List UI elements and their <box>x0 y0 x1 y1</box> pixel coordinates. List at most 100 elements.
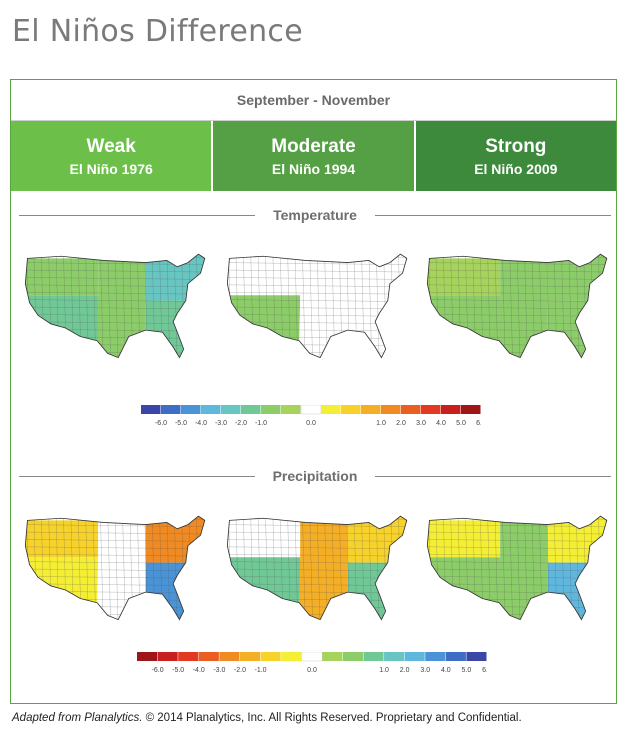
precipitation-region-sw <box>227 557 301 603</box>
precipitation-region-nw <box>25 520 99 558</box>
county-border <box>427 277 607 280</box>
us-outline <box>226 515 408 621</box>
precipitation-region-nw <box>227 520 301 558</box>
precipitation-colorbar-swatch <box>363 652 384 661</box>
temperature-colorbar-swatch <box>281 405 301 414</box>
temperature-colorbar-tick: -5.0 <box>175 420 187 427</box>
divider <box>375 476 611 477</box>
precipitation-header: Precipitation <box>19 468 611 484</box>
county-border <box>203 516 205 620</box>
temperature-colorbar-swatch <box>441 405 461 414</box>
county-border <box>221 510 411 512</box>
temperature-colorbar-tick: -6.0 <box>155 420 167 427</box>
precipitation-colorbar-tick: 0.0 <box>307 667 317 674</box>
temperature-colorbar-swatch <box>181 405 201 414</box>
temperature-colorbar-swatch <box>241 405 261 414</box>
temperature-region-sw <box>427 295 501 341</box>
county-border <box>19 510 209 512</box>
county-border <box>421 366 611 368</box>
temperature-colorbar-tick: -4.0 <box>195 420 207 427</box>
precipitation-colorbar-swatch <box>322 652 343 661</box>
county-border <box>19 366 209 368</box>
county-border <box>25 269 205 273</box>
county-border <box>19 628 209 630</box>
temperature-colorbar-swatch <box>401 405 421 414</box>
county-border <box>19 248 209 250</box>
temperature-colorbar-tick: 1.0 <box>376 420 386 427</box>
county-border <box>427 299 607 302</box>
temperature-map-3 <box>421 248 611 368</box>
temperature-colorbar-swatch <box>381 405 401 414</box>
county-border <box>421 359 611 361</box>
temperature-colorbar-tick: 3.0 <box>416 420 426 427</box>
county-border <box>25 277 205 280</box>
county-border <box>509 254 514 358</box>
temperature-colorbar-swatch <box>341 405 361 414</box>
chart-panel: September - November Weak El Niño 1976 M… <box>10 79 617 704</box>
county-border <box>227 568 407 572</box>
temperature-colorbar-tick: -2.0 <box>235 420 247 427</box>
category-moderate: Moderate El Niño 1994 <box>213 121 416 191</box>
precipitation-colorbar-tick: -4.0 <box>193 667 205 674</box>
category-header: Weak El Niño 1976 Moderate El Niño 1994 … <box>11 121 616 191</box>
county-border <box>605 254 607 358</box>
county-border <box>516 254 521 358</box>
temperature-colorbar-swatch <box>221 405 241 414</box>
precipitation-region-sw <box>25 557 99 603</box>
precipitation-colorbar-swatch <box>404 652 425 661</box>
precipitation-colorbar-tick: -6.0 <box>152 667 164 674</box>
temperature-colorbar-swatch <box>300 405 322 415</box>
precipitation-colorbar-swatch <box>219 652 240 661</box>
county-border <box>203 254 205 358</box>
section-title: Precipitation <box>272 468 358 484</box>
precipitation-colorbar-tick: 1.0 <box>379 667 389 674</box>
county-border <box>25 539 205 542</box>
precipitation-map-2 <box>221 510 411 621</box>
footer: Adapted from Planalytics. © 2014 Planaly… <box>12 712 522 724</box>
county-border <box>19 248 22 369</box>
precipitation-colorbar-tick: -3.0 <box>213 667 225 674</box>
county-border <box>227 291 407 295</box>
county-border <box>427 553 607 557</box>
precipitation-colorbar-tick: 6.0 <box>482 667 487 674</box>
county-border <box>421 248 611 250</box>
temperature-colorbar-tick: 0.0 <box>306 420 316 427</box>
precipitation-colorbar-tick: 2.0 <box>400 667 410 674</box>
county-border <box>316 254 321 358</box>
county-border <box>25 568 205 572</box>
temperature-colorbar-swatch <box>201 405 221 414</box>
season-label: September - November <box>11 80 616 121</box>
county-border <box>114 516 119 620</box>
precipitation-colorbar-swatch <box>239 652 261 661</box>
temperature-colorbar-swatch <box>321 405 341 414</box>
county-border <box>421 628 611 630</box>
county-border <box>25 299 205 302</box>
county-border <box>227 546 407 550</box>
precipitation-region-nw <box>427 520 501 558</box>
county-border <box>421 510 611 512</box>
us-outline <box>426 253 608 359</box>
precipitation-colorbar-tick: -1.0 <box>254 667 266 674</box>
county-border <box>227 299 407 302</box>
temperature-colorbar-tick: -1.0 <box>255 420 267 427</box>
county-border <box>107 516 112 620</box>
county-border <box>427 269 607 273</box>
county-border <box>227 539 407 542</box>
category-event: El Niño 2009 <box>474 160 558 177</box>
county-border <box>25 291 205 295</box>
temperature-colorbar-tick: 4.0 <box>436 420 446 427</box>
precipitation-colorbar-swatch <box>281 652 302 661</box>
precipitation-colorbar-swatch <box>466 652 487 661</box>
temperature-region-nw <box>25 258 99 296</box>
temperature-colorbar-tick: 6.0 <box>476 420 481 427</box>
precipitation-colorbar-tick: 5.0 <box>462 667 472 674</box>
county-border <box>427 531 607 535</box>
precipitation-colorbar-swatch <box>301 652 323 662</box>
county-border <box>221 248 411 250</box>
precipitation-colorbar-swatch <box>178 652 199 661</box>
section-title: Temperature <box>273 207 357 223</box>
county-border <box>421 510 424 631</box>
county-border <box>427 306 607 310</box>
divider <box>375 215 611 216</box>
us-outline <box>226 253 408 359</box>
